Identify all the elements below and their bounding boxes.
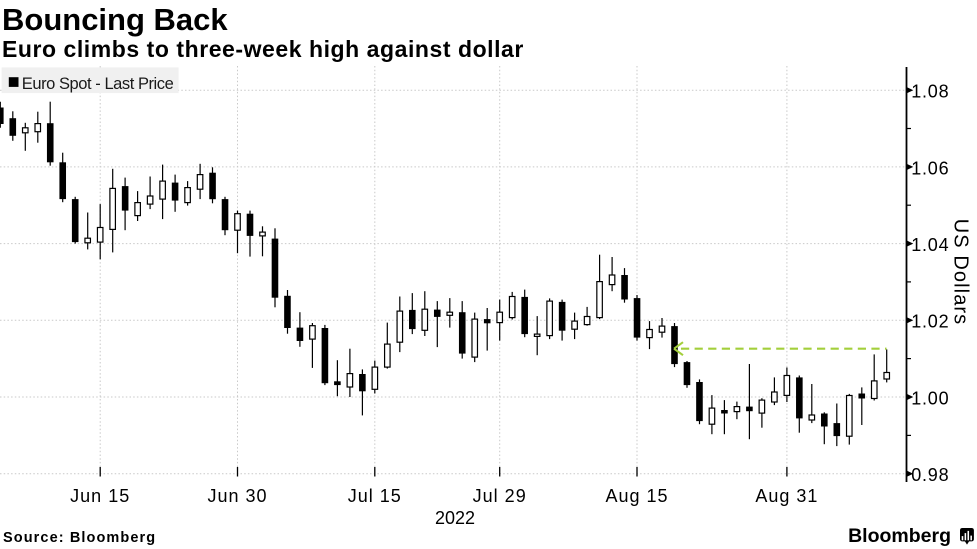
svg-text:Aug 31: Aug 31 <box>755 486 818 506</box>
svg-text:1.00: 1.00 <box>911 388 949 408</box>
svg-text:1.08: 1.08 <box>911 82 949 102</box>
svg-text:Aug 15: Aug 15 <box>605 486 668 506</box>
svg-text:Jun 15: Jun 15 <box>70 486 130 506</box>
svg-text:Jul 29: Jul 29 <box>473 486 527 506</box>
svg-text:US Dollars: US Dollars <box>950 219 972 326</box>
svg-text:1.06: 1.06 <box>911 158 949 178</box>
svg-text:0.98: 0.98 <box>911 465 949 485</box>
svg-text:Jun 30: Jun 30 <box>207 486 267 506</box>
svg-text:1.04: 1.04 <box>911 235 949 255</box>
svg-text:Euro Spot - Last Price: Euro Spot - Last Price <box>22 75 174 93</box>
svg-text:2022: 2022 <box>435 508 475 528</box>
svg-text:1.02: 1.02 <box>911 312 949 332</box>
svg-text:Jul 15: Jul 15 <box>348 486 402 506</box>
